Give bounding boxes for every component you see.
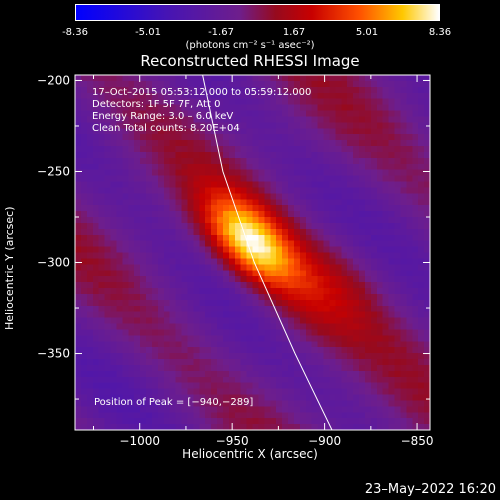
peak-position-text: Position of Peak = [−940,−289] xyxy=(94,397,254,408)
x-tick-label: −1000 xyxy=(119,434,160,448)
x-tick-label: −950 xyxy=(216,434,249,448)
x-tick-label: −900 xyxy=(308,434,341,448)
date-stamp: 23–May–2022 16:20 xyxy=(364,482,496,497)
colorbar-tick: -8.36 xyxy=(62,27,88,38)
y-tick-label: −350 xyxy=(37,347,70,361)
y-tick-label: −200 xyxy=(37,73,70,87)
plot-frame xyxy=(74,74,431,431)
y-tick-label: −250 xyxy=(37,164,70,178)
colorbar-tick: 5.01 xyxy=(355,27,379,38)
y-axis-label: Heliocentric Y (arcsec) xyxy=(3,206,16,330)
colorbar-tick: -5.01 xyxy=(135,27,161,38)
chart-title: Reconstructed RHESSI Image xyxy=(140,52,360,70)
time-range-text: 17–Oct–2015 05:53:12.000 to 05:59:12.000 xyxy=(92,87,312,98)
x-tick-label: −850 xyxy=(401,434,434,448)
colorbar-tick: 1.67 xyxy=(282,27,306,38)
colorbar-tick: 8.36 xyxy=(428,27,452,38)
energy-range-text: Energy Range: 3.0 – 6.0 keV xyxy=(92,111,234,122)
detectors-text: Detectors: 1F 5F 7F, Att 0 xyxy=(92,99,221,110)
colorbar-tick: -1.67 xyxy=(208,27,234,38)
y-tick-label: −300 xyxy=(37,256,70,270)
solar-limb-line xyxy=(202,74,333,431)
heatmap-image xyxy=(75,75,430,430)
colorbar-unit: (photons cm⁻² s⁻¹ asec⁻²) xyxy=(185,40,315,51)
clean-counts-text: Clean Total counts: 8.20E+04 xyxy=(92,123,240,134)
colorbar xyxy=(75,4,440,21)
x-axis-label: Heliocentric X (arcsec) xyxy=(182,447,318,461)
